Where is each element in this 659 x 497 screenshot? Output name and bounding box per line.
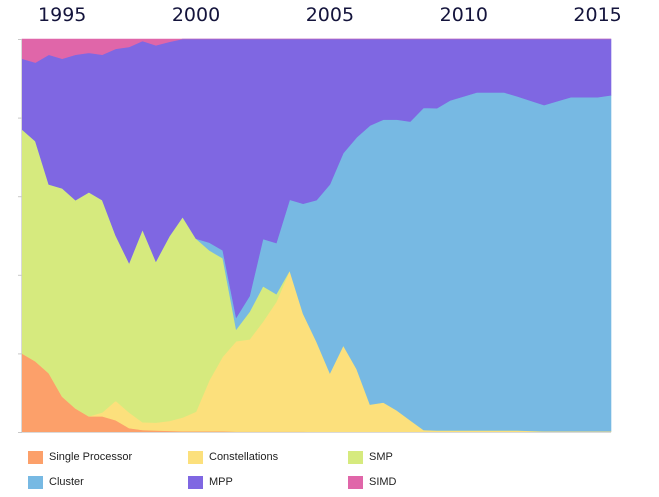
x-tick-label-2005: 2005 — [306, 4, 354, 26]
x-tick-label-1995: 1995 — [38, 4, 86, 26]
area-series-group — [21, 38, 612, 433]
x-axis-ticks: 1995 2000 2005 2010 2015 — [38, 4, 622, 26]
area-simd[interactable] — [21, 38, 611, 63]
x-tick-label-2010: 2010 — [440, 4, 488, 26]
x-tick-label-2015: 2015 — [573, 4, 621, 26]
y-axis-ticks — [18, 39, 22, 433]
x-tick-label-2000: 2000 — [172, 4, 220, 26]
